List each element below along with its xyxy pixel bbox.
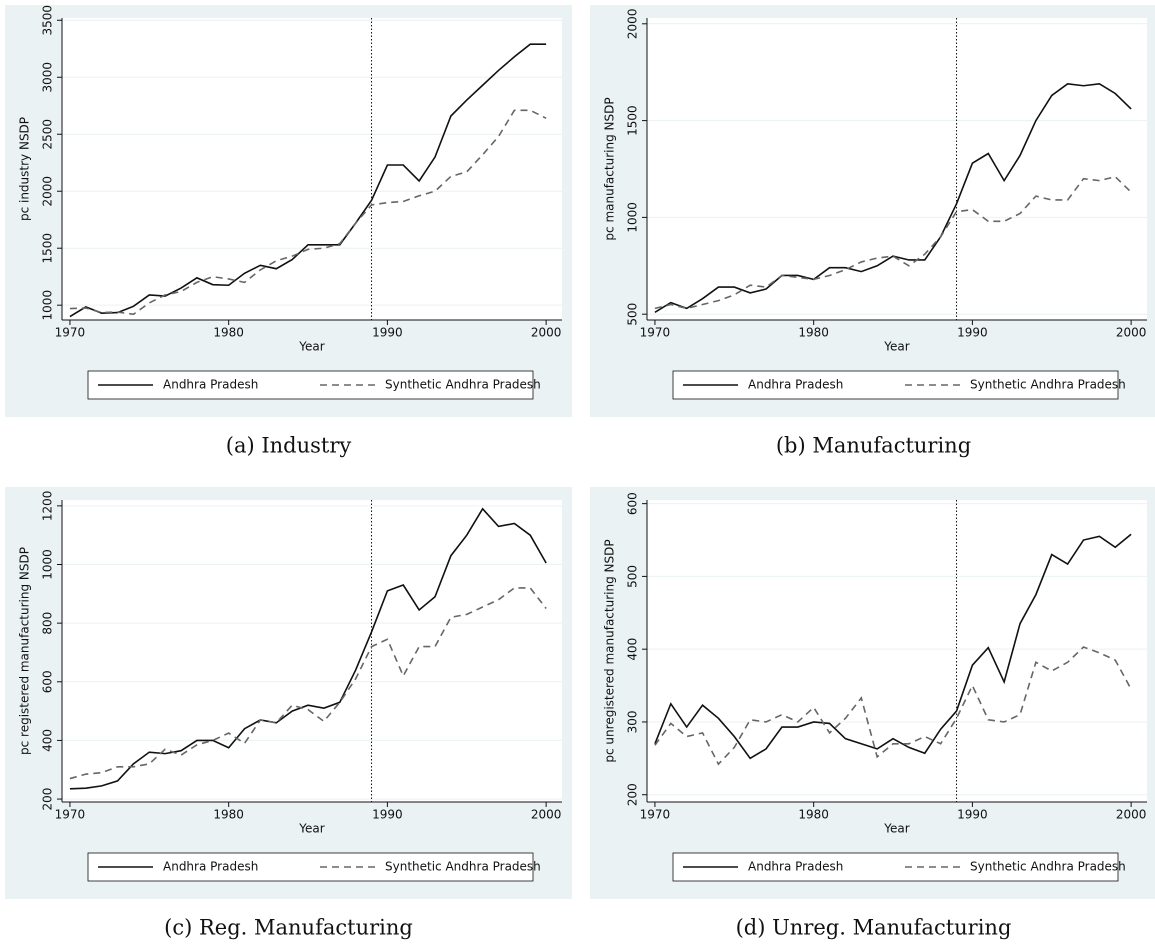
y-tick-label: 300 xyxy=(626,710,640,733)
x-tick-label: 1990 xyxy=(957,808,988,822)
y-tick-label: 1000 xyxy=(626,202,640,233)
x-tick-label: 2000 xyxy=(531,808,562,822)
x-tick-label: 2000 xyxy=(1116,326,1147,340)
legend xyxy=(87,852,534,882)
panel: 200 400 600 800 1000 1200 1970 1980 1990 2000 pc r… xyxy=(5,487,572,940)
legend-label: Synthetic Andhra Pradesh xyxy=(970,860,1126,874)
y-axis-title: pc manufacturing NSDP xyxy=(603,97,617,240)
y-tick-label: 1200 xyxy=(41,491,55,522)
y-tick-label: 400 xyxy=(41,729,55,752)
series-line xyxy=(69,109,547,316)
legend xyxy=(672,852,1119,882)
plot-area xyxy=(62,18,562,320)
plot-area xyxy=(647,500,1147,802)
x-tick-label: 2000 xyxy=(1116,808,1147,822)
y-tick-label: 600 xyxy=(626,492,640,515)
x-tick-label: 1990 xyxy=(957,326,988,340)
y-tick-label: 800 xyxy=(41,612,55,635)
panel: 1000 1500 2000 2500 3000 3500 1970 1980 1990 2000… xyxy=(5,5,572,458)
x-tick-label: 1980 xyxy=(213,808,244,822)
series-line xyxy=(69,507,547,790)
y-tick-label: 500 xyxy=(626,303,640,326)
y-tick-label: 2000 xyxy=(626,9,640,40)
x-tick-label: 1990 xyxy=(372,326,403,340)
x-tick-label: 1970 xyxy=(55,808,86,822)
x-axis-title: Year xyxy=(298,822,324,836)
plot-area xyxy=(647,18,1147,320)
y-tick-label: 600 xyxy=(41,670,55,693)
y-axis-title: pc registered manufacturing NSDP xyxy=(18,547,32,755)
x-tick-label: 2000 xyxy=(531,326,562,340)
panel-caption: (c) Reg. Manufacturing xyxy=(164,916,413,940)
y-axis-title: pc unregistered manufacturing NSDP xyxy=(603,539,617,762)
x-tick-label: 1970 xyxy=(640,326,671,340)
panel: 200 300 400 500 600 1970 1980 1990 2000 pc unregi… xyxy=(590,487,1155,940)
x-axis-title: Year xyxy=(883,822,909,836)
y-tick-label: 1000 xyxy=(41,549,55,580)
series-line xyxy=(654,646,1132,766)
series-line xyxy=(69,587,547,780)
y-tick-label: 200 xyxy=(41,788,55,811)
legend-label: Synthetic Andhra Pradesh xyxy=(970,378,1126,392)
series-line xyxy=(69,43,547,318)
panel: 500 1000 1500 2000 1970 1980 1990 2000 pc manufa… xyxy=(590,5,1155,458)
y-tick-label: 2500 xyxy=(41,119,55,150)
y-tick-label: 3000 xyxy=(41,62,55,93)
x-axis-title: Year xyxy=(883,340,909,354)
legend-label: Synthetic Andhra Pradesh xyxy=(385,378,541,392)
y-tick-label: 2000 xyxy=(41,176,55,207)
legend-label: Synthetic Andhra Pradesh xyxy=(385,860,541,874)
y-tick-label: 1500 xyxy=(41,233,55,264)
y-tick-label: 200 xyxy=(626,783,640,806)
y-tick-label: 500 xyxy=(626,565,640,588)
y-tick-label: 1500 xyxy=(626,105,640,136)
legend-label: Andhra Pradesh xyxy=(163,860,258,874)
panel-caption: (a) Industry xyxy=(226,434,352,458)
panel-caption: (d) Unreg. Manufacturing xyxy=(736,916,1012,940)
legend-label: Andhra Pradesh xyxy=(748,860,843,874)
y-tick-label: 400 xyxy=(626,638,640,661)
x-tick-label: 1970 xyxy=(55,326,86,340)
y-tick-label: 1000 xyxy=(41,290,55,321)
y-tick-label: 3500 xyxy=(41,5,55,36)
legend-label: Andhra Pradesh xyxy=(748,378,843,392)
series-line xyxy=(654,82,1132,313)
x-tick-label: 1980 xyxy=(798,326,829,340)
x-tick-label: 1990 xyxy=(372,808,403,822)
series-line xyxy=(654,533,1132,760)
x-tick-label: 1970 xyxy=(640,808,671,822)
plot-area xyxy=(62,500,562,802)
y-axis-title: pc industry NSDP xyxy=(18,117,32,221)
x-axis-title: Year xyxy=(298,340,324,354)
legend-label: Andhra Pradesh xyxy=(163,378,258,392)
x-tick-label: 1980 xyxy=(213,326,244,340)
panel-caption: (b) Manufacturing xyxy=(776,434,971,458)
legend xyxy=(87,370,534,400)
legend xyxy=(672,370,1119,400)
x-tick-label: 1980 xyxy=(798,808,829,822)
